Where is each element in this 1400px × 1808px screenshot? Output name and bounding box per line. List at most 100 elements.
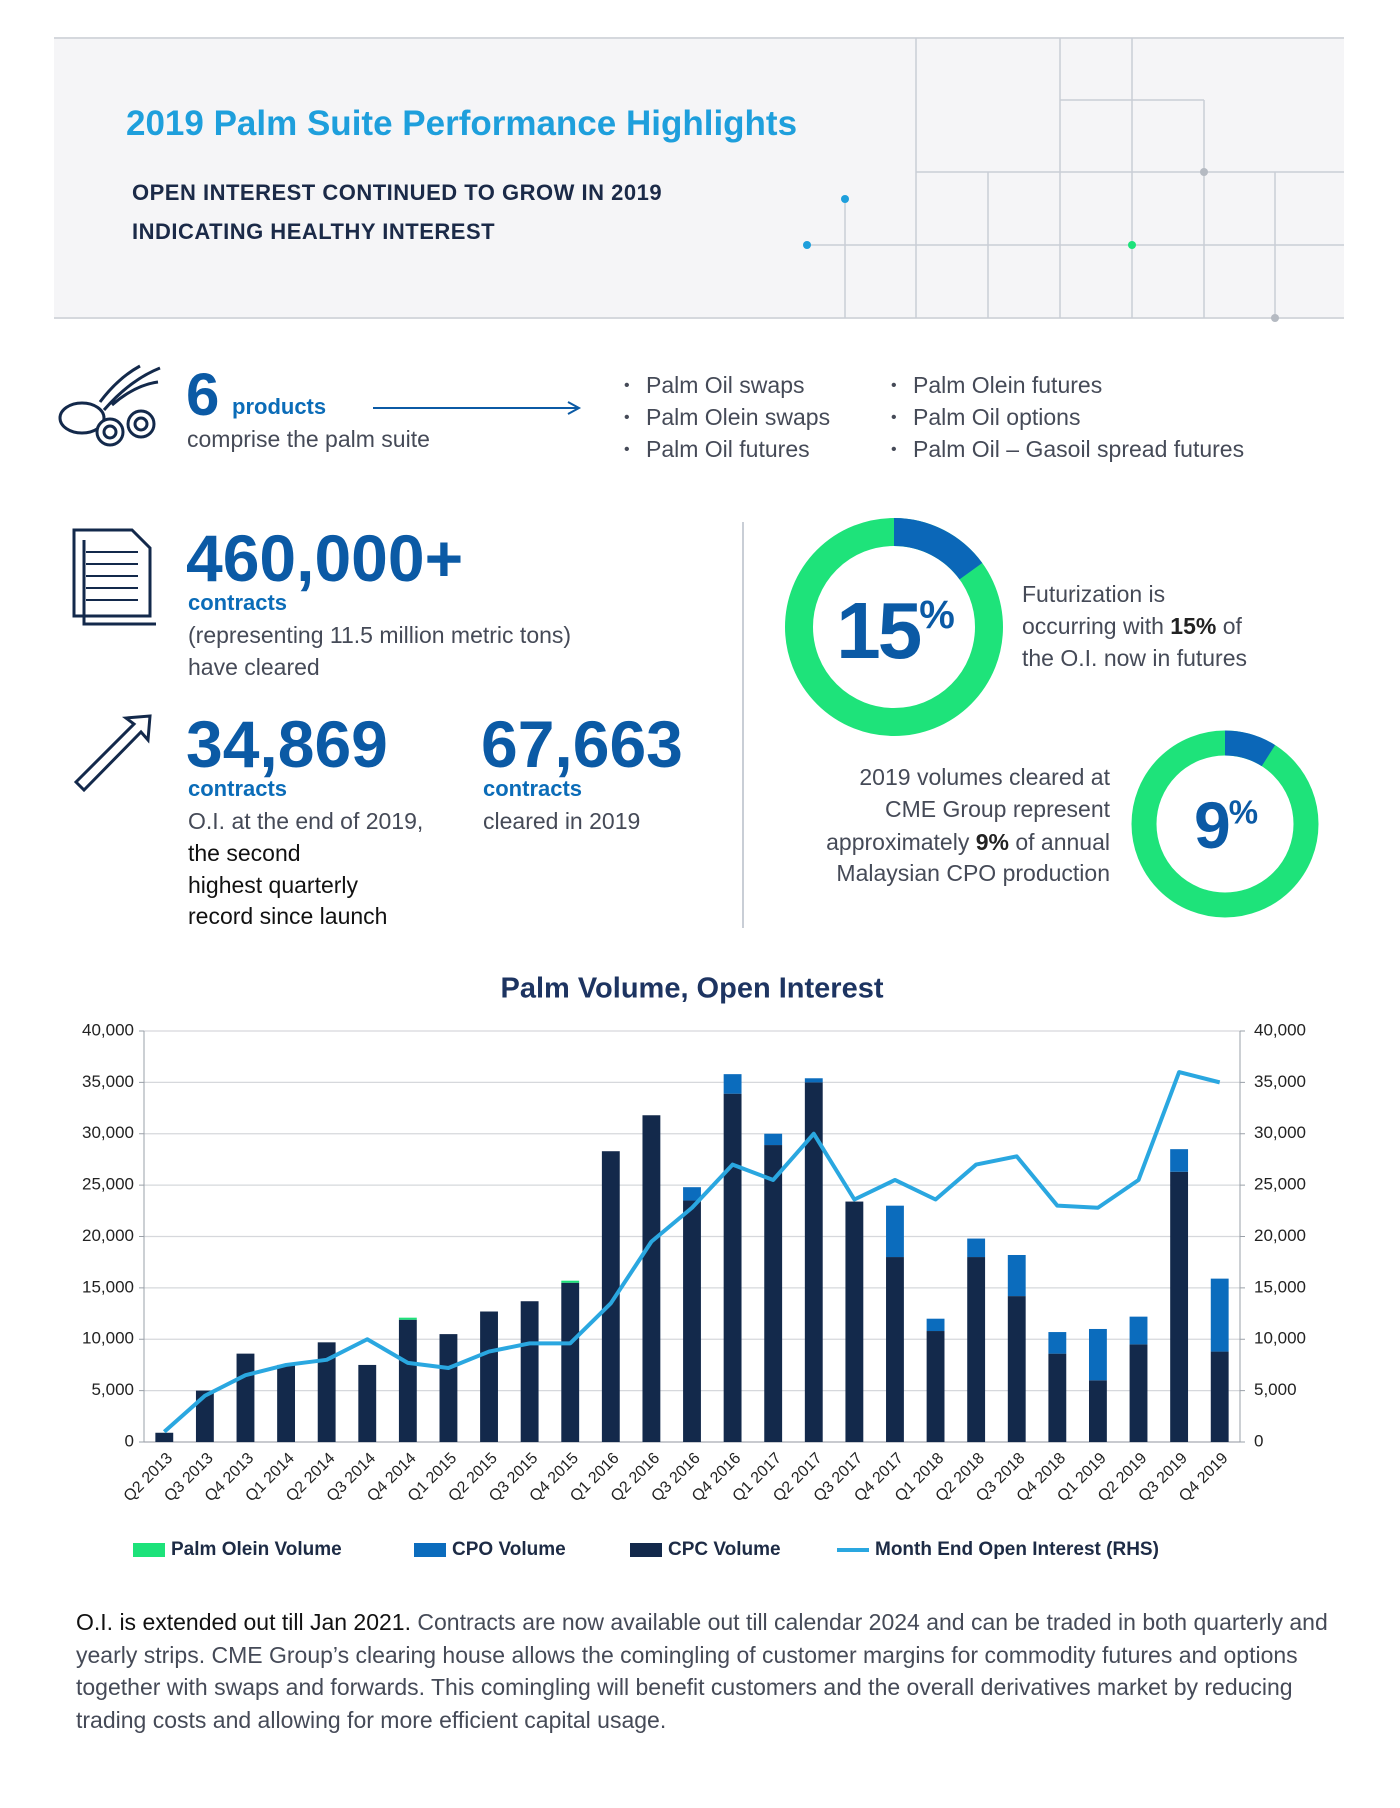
bar-segment [236,1353,255,1442]
y-tick-label: 25,000 [82,1175,134,1194]
legend-label: CPO Volume [452,1539,566,1560]
product-item: Palm Oil swaps [624,372,804,399]
bar-segment [439,1334,458,1442]
bar-segment [1129,1344,1148,1442]
percent-unit: % [1228,793,1258,831]
y-tick-label: 10,000 [82,1329,134,1348]
stat-unit: contracts [188,590,288,615]
bar-segment [1170,1171,1189,1442]
document-icon [72,528,156,626]
bar-segment [1129,1316,1148,1345]
stat-text: Futurization is [1022,581,1166,607]
stat-text: O.I. at the end of 2019, [188,808,424,834]
bar-segment [886,1205,904,1258]
text-run: of [1216,613,1242,639]
bar-segment [683,1200,701,1442]
product-caption: comprise the palm suite [187,426,430,452]
product-item: Palm Olein futures [891,372,1102,399]
bar-segment [1048,1353,1067,1442]
bar-segment [804,1082,823,1442]
y-tick-label: 20,000 [82,1226,134,1245]
bar-segment [967,1257,986,1442]
stat-text: highest quarterly [188,872,359,898]
bar-segment [723,1074,742,1094]
stat-unit: contracts [483,776,583,801]
stat-value: 67,663 [481,707,683,781]
footer-text: O.I. is extended out till Jan 2021. Cont… [76,1606,1346,1736]
line-series [162,1070,1221,1434]
y-tick-label: 30,000 [82,1123,134,1142]
bar-segment [1088,1380,1107,1442]
bar-segment [1210,1278,1229,1352]
y2-tick-label: 40,000 [1254,1020,1306,1039]
bar-segment [845,1201,864,1442]
stat-value: 34,869 [186,707,388,781]
bar-segment [804,1078,823,1083]
product-count: 6 [186,361,220,428]
donut-label: 9% [1155,787,1295,863]
bar-segment [1007,1296,1026,1442]
bar-segment [155,1432,174,1442]
bar-segment [764,1145,783,1442]
stat-text: the O.I. now in futures [1022,645,1248,671]
bar-segment [1007,1254,1026,1297]
bar-segment [195,1390,214,1442]
text-run: approximately [826,829,976,855]
product-item: Palm Oil options [891,404,1080,431]
y2-tick-label: 30,000 [1254,1123,1306,1142]
stat-text: Malaysian CPO production [836,860,1110,886]
stat-text: occurring with 15% of [1022,613,1242,640]
header-background [54,37,1344,322]
bar-segment [561,1280,580,1283]
y2-tick-label: 15,000 [1254,1277,1306,1296]
stat-text: have cleared [188,654,320,680]
bar-segment [1088,1328,1107,1381]
page-title: 2019 Palm Suite Performance Highlights [126,104,798,143]
y-tick-label: 0 [125,1431,134,1450]
y2-tick-label: 20,000 [1254,1226,1306,1245]
stat-text: record since launch [188,903,388,929]
chart-title: Palm Volume, Open Interest [500,973,883,1005]
legend-swatch [133,1543,165,1557]
donut-segment [1131,730,1319,918]
bar-segment [642,1115,661,1442]
bar-segment [683,1187,701,1201]
product-item: Palm Olein swaps [624,404,830,431]
bar-segment [398,1317,417,1320]
product-unit: products [232,394,327,419]
growth-arrow-icon [73,714,152,793]
footer-lead: O.I. is extended out till Jan 2021. [76,1609,411,1635]
text-run: 15% [1170,613,1217,639]
stat-text: CME Group represent [885,796,1110,822]
bar-segment [480,1311,498,1442]
bar-segment [967,1238,986,1258]
percent-unit: % [919,593,955,637]
product-item: Palm Oil – Gasoil spread futures [891,436,1244,463]
bar-segment [926,1331,945,1442]
stat-unit: contracts [188,776,288,801]
bar-segment [1048,1332,1067,1354]
y2-tick-label: 35,000 [1254,1072,1306,1091]
y-tick-label: 35,000 [82,1072,134,1091]
bar-segment [1210,1351,1229,1442]
y-tick-label: 5,000 [91,1380,134,1399]
bar-segment [358,1364,377,1442]
y2-tick-label: 5,000 [1254,1380,1297,1399]
stat-text: cleared in 2019 [483,808,641,834]
legend-label: CPC Volume [668,1539,781,1560]
text-run: 9% [975,829,1009,855]
y2-tick-label: 0 [1254,1431,1263,1450]
arrow-connector [373,401,582,415]
legend-swatch [630,1543,662,1557]
product-item: Palm Oil futures [624,436,810,463]
y-tick-label: 15,000 [82,1277,134,1296]
y-tick-label: 40,000 [82,1020,134,1039]
donut-segment [785,518,1003,736]
stat-text: approximately 9% of annual [826,829,1110,856]
bar-segment [277,1364,296,1442]
bar-segment [561,1282,580,1442]
text-run: of annual [1008,829,1110,855]
legend-label: Month End Open Interest (RHS) [875,1539,1159,1560]
bar-segment [764,1133,783,1146]
stat-text: 2019 volumes cleared at [859,764,1110,790]
